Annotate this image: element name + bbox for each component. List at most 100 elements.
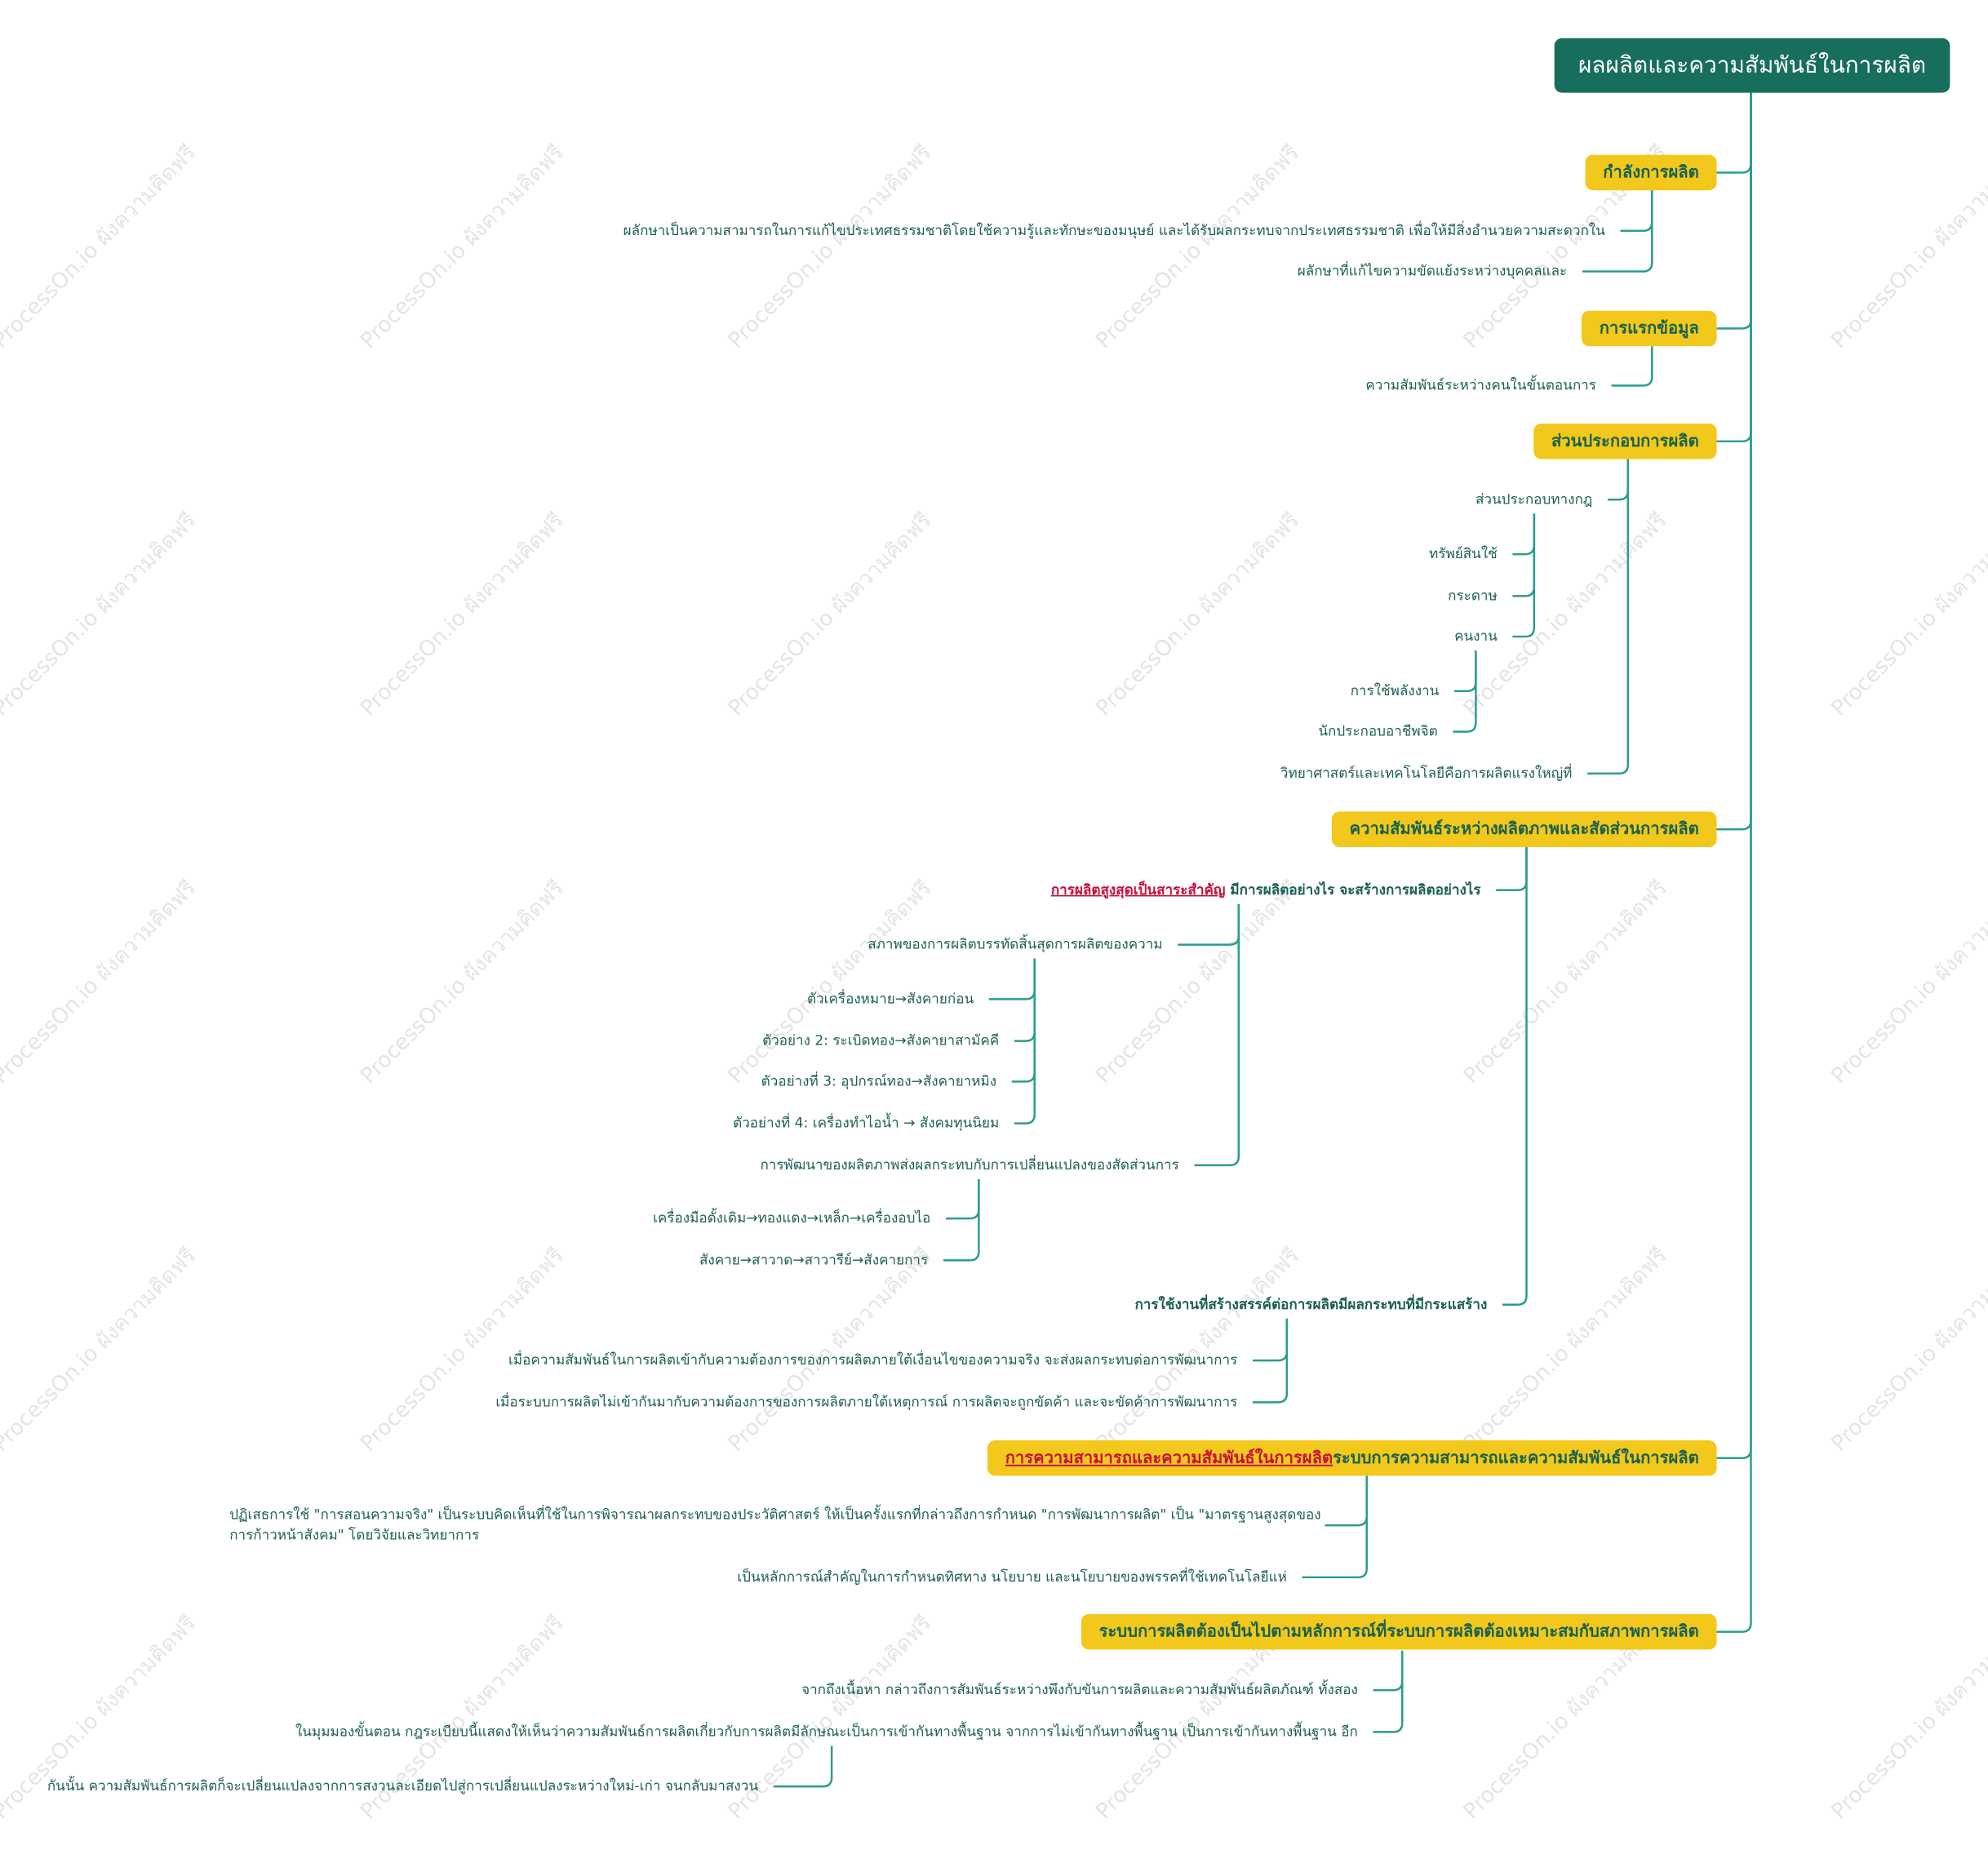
- watermark: ProcessOn.io ผังความคิดฟรี: [0, 876, 202, 1089]
- node-label: กันนั้น ความสัมพันธ์การผลิตก็จะเปลี่ยนแป…: [47, 1776, 759, 1795]
- node-text: เป็นหลักการณ์สำคัญในการกำหนดทิศทาง นโยบา…: [737, 1567, 1287, 1586]
- connector: [1453, 650, 1477, 733]
- node-text: ผลักษาที่แก้ไขความขัดแย้งระหว่างบุคคลและ: [1298, 261, 1567, 280]
- node-label: ตัวอย่างที่ 3: อุปกรณ์ทอง→สังคายาหมิง: [761, 1071, 996, 1089]
- connector: [1512, 513, 1536, 638]
- branch-text: ความสัมพันธ์ระหว่างผลิตภาพและสัดส่วนการผ…: [1350, 819, 1699, 838]
- node-label: ความสัมพันธ์ระหว่างคนในขั้นตอนการ: [1365, 375, 1596, 393]
- node-text: การใช้งานที่สร้างสรรค์ต่อการผลิตมีผลกระท…: [1134, 1294, 1487, 1313]
- branch-text: ส่วนประกอบการผลิต: [1551, 430, 1699, 450]
- node-label: ตัวเครื่องหมาย→สังคายก่อน: [807, 988, 974, 1007]
- highlight-text: การผลิตสูงสุดเป็นสาระสำคัญ: [1051, 880, 1226, 899]
- node-text: การใช้พลังงาน: [1351, 682, 1440, 699]
- node-text: กระดาษ: [1448, 588, 1498, 604]
- node-label: ทรัพย์สินใช้: [1429, 545, 1498, 562]
- node-text: สภาพของการผลิตบรรทัดสิ้นสุดการผลิตของควา…: [868, 934, 1162, 953]
- branch-text: กำลังการผลิต: [1603, 162, 1699, 181]
- watermark: ProcessOn.io ผังความคิดฟรี: [1091, 508, 1304, 721]
- watermark: ProcessOn.io ผังความคิดฟรี: [0, 508, 202, 721]
- node-text: วิทยาศาสตร์และเทคโนโลยีคือการผลิตแรงใหญ่…: [1280, 763, 1573, 782]
- node-text: การพัฒนาของผลิตภาพส่งผลกระทบกับการเปลี่ย…: [760, 1155, 1178, 1173]
- root-title: ผลผลิตและความสัมพันธ์ในการผลิต: [1578, 51, 1926, 78]
- node-text: เครื่องมือดั้งเดิม→ทองแดง→เหล็ก→เครื่องอ…: [653, 1208, 930, 1227]
- node-label: ตัวอย่าง 2: ระเบิดทอง→สังคายาสามัคคี: [762, 1033, 999, 1049]
- connector: [1582, 190, 1653, 273]
- node-label: กระดาษ: [1448, 588, 1498, 604]
- watermark: ProcessOn.io ผังความคิดฟรี: [1091, 876, 1304, 1089]
- branch-pill: [1585, 154, 1717, 191]
- branch-text: ระบบการผลิตต้องเป็นไปตามหลักการณ์ที่ระบบ…: [1099, 1618, 1699, 1640]
- node-label: การพัฒนาของผลิตภาพส่งผลกระทบกับการเปลี่ย…: [760, 1155, 1178, 1173]
- node-label: ตัวอย่างที่ 4: เครื่องทำไอน้ำ → สังคมทุน…: [733, 1113, 999, 1132]
- branch-label: ส่วนประกอบการผลิต: [1551, 430, 1699, 450]
- node-label: คนงาน: [1454, 628, 1498, 645]
- connector: [945, 1178, 980, 1220]
- watermark: ProcessOn.io ผังความคิดฟรี: [1826, 1243, 1988, 1456]
- branch-pill: [1581, 310, 1717, 347]
- node-label: วิทยาศาสตร์และเทคโนโลยีคือการผลิตแรงใหญ่…: [1280, 763, 1573, 782]
- branch-text: การแรกข้อมูล: [1600, 317, 1699, 339]
- node-text: ความสัมพันธ์ระหว่างคนในขั้นตอนการ: [1365, 375, 1596, 393]
- node-text: ตัวอย่างที่ 3: อุปกรณ์ทอง→สังคายาหมิง: [761, 1071, 996, 1089]
- node-text: ทรัพย์สินใช้: [1429, 545, 1498, 562]
- branch-label: การความสามารถและความสัมพันธ์ในการผลิตระบ…: [1005, 1447, 1699, 1466]
- connectors: [773, 92, 1752, 1788]
- connector: [1496, 846, 1528, 892]
- watermark: ProcessOn.io ผังความคิดฟรี: [0, 140, 202, 353]
- node-text: เมื่อความสัมพันธ์ในการผลิตเข้ากับความต้อ…: [508, 1350, 1237, 1369]
- watermark: ProcessOn.io ผังความคิดฟรี: [1091, 1243, 1304, 1456]
- node-label: นักประกอบอาชีพจิต: [1318, 724, 1437, 740]
- connector: [1302, 1474, 1368, 1579]
- watermark: ProcessOn.io ผังความคิดฟรี: [1826, 140, 1988, 353]
- connector: [1453, 650, 1477, 693]
- connector: [1512, 513, 1536, 556]
- connector: [943, 1178, 980, 1262]
- node-label: สังคาย→สาวาด→สาวารีย์→สังคายการ: [699, 1252, 928, 1268]
- watermark: ProcessOn.io ผังความคิดฟรี: [0, 1243, 202, 1456]
- watermark: ProcessOn.io ผังความคิดฟรี: [723, 140, 936, 353]
- node-text: กันนั้น ความสัมพันธ์การผลิตก็จะเปลี่ยนแป…: [47, 1776, 759, 1795]
- watermark: ProcessOn.io ผังความคิดฟรี: [1826, 508, 1988, 721]
- node-text: ตัวอย่าง 2: ระเบิดทอง→สังคายาสามัคคี: [762, 1033, 999, 1049]
- connector: [773, 1746, 833, 1788]
- branch-pill: [987, 1440, 1717, 1476]
- branch-pill: [1081, 1613, 1717, 1650]
- node-label: ผลักษาเป็นความสามารถในการแก้ไขประเทศธรรม…: [623, 220, 1605, 239]
- watermark: ProcessOn.io ผังความคิดฟรี: [1458, 1243, 1671, 1456]
- connector: [1587, 459, 1630, 775]
- node-label: เมื่อระบบการผลิตไม่เข้ากันมากับความต้องก…: [495, 1391, 1237, 1410]
- node-text: คนงาน: [1454, 628, 1498, 645]
- watermark: ProcessOn.io ผังความคิดฟรี: [356, 508, 569, 721]
- connector: [988, 958, 1036, 1000]
- node-text: สังคาย→สาวาด→สาวารีย์→สังคายการ: [699, 1252, 928, 1268]
- branch-pill: [1533, 424, 1717, 459]
- branch-label: การแรกข้อมูล: [1600, 317, 1699, 339]
- branch-text: ระบบการความสามารถและความสัมพันธ์ในการผลิ…: [1333, 1447, 1699, 1466]
- node-text: การก้าวหน้าสังคม" โดยวิจัยและวิทยาการ: [229, 1527, 479, 1544]
- node-text: เมื่อระบบการผลิตไม่เข้ากันมากับความต้องก…: [495, 1391, 1237, 1410]
- connector: [1611, 346, 1653, 387]
- connector: [1194, 903, 1240, 1167]
- connector: [1607, 459, 1630, 501]
- connector: [1014, 958, 1036, 1125]
- connector: [1502, 846, 1528, 1307]
- connector: [1716, 92, 1752, 330]
- node-text: นักประกอบอาชีพจิต: [1318, 724, 1437, 740]
- watermark: ProcessOn.io ผังความคิดฟรี: [1458, 876, 1671, 1089]
- connector: [1716, 92, 1752, 174]
- node-label: เป็นหลักการณ์สำคัญในการกำหนดทิศทาง นโยบา…: [737, 1567, 1287, 1586]
- node-text: ในมุมมองขั้นตอน กฎระเบียบนี้แสดงให้เห็นว…: [295, 1721, 1358, 1740]
- branch-label: กำลังการผลิต: [1603, 162, 1699, 181]
- node-label: เมื่อความสัมพันธ์ในการผลิตเข้ากับความต้อ…: [508, 1350, 1237, 1369]
- node-label: การใช้งานที่สร้างสรรค์ต่อการผลิตมีผลกระท…: [1134, 1294, 1487, 1313]
- connector: [1011, 958, 1036, 1083]
- watermark: ProcessOn.io ผังความคิดฟรี: [1826, 876, 1988, 1089]
- connector: [1252, 1318, 1289, 1362]
- node-label: ผลักษาที่แก้ไขความขัดแย้งระหว่างบุคคลและ: [1298, 261, 1567, 280]
- connector: [1252, 1318, 1289, 1404]
- connector: [1716, 92, 1752, 1460]
- watermark: ProcessOn.io ผังความคิดฟรี: [723, 508, 936, 721]
- watermark: ProcessOn.io ผังความคิดฟรี: [723, 876, 936, 1089]
